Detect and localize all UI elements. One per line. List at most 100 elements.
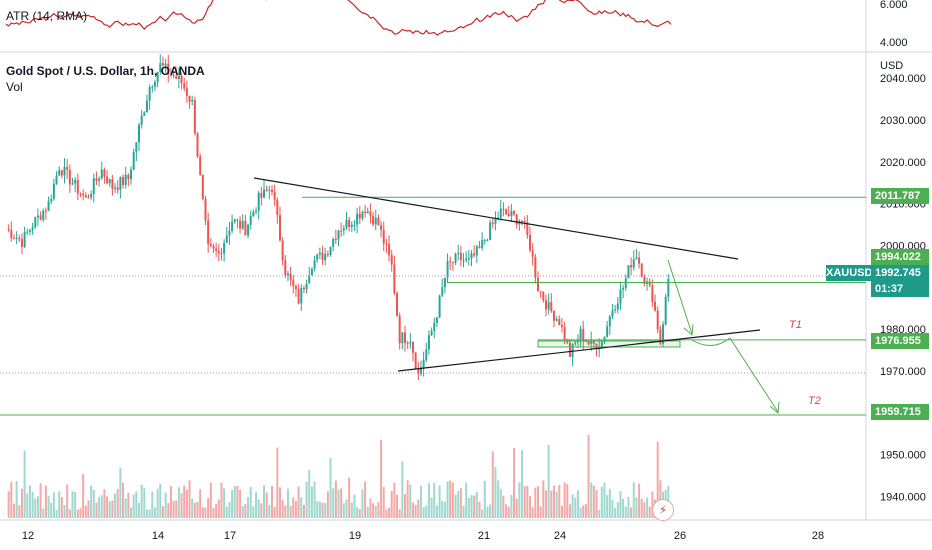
candle-body (199, 156, 202, 175)
symbol-legend[interactable]: Gold Spot / U.S. Dollar, 1h, OANDA (6, 64, 205, 78)
candle-body (92, 178, 95, 195)
volume-bar (151, 491, 154, 518)
candle-body (571, 343, 574, 357)
volume-bar (499, 488, 502, 518)
candle-body (217, 250, 220, 254)
volume-bar (486, 506, 489, 518)
volume-bar (419, 485, 422, 518)
volume-bar (185, 489, 188, 518)
atr-legend[interactable]: ATR (14, RMA) (6, 9, 88, 23)
volume-bar (404, 493, 406, 518)
volume-bar (457, 491, 460, 518)
volume-bar (595, 490, 598, 518)
volume-bar (502, 495, 505, 518)
volume-bar (640, 498, 643, 518)
candle-body (640, 263, 643, 277)
volume-bar (257, 499, 260, 518)
candle-body (42, 210, 45, 220)
volume-bar (268, 504, 271, 518)
volume-bar (148, 509, 151, 518)
volume-bar (425, 505, 428, 518)
candle-body (177, 75, 180, 79)
candle-body (364, 211, 367, 214)
candle-body (505, 209, 508, 215)
time-axis[interactable]: 12 14 17 19 21 24 26 28 (22, 530, 824, 542)
candle-body (169, 74, 172, 76)
volume-bar (111, 500, 114, 518)
candle-body (185, 88, 188, 96)
candle-body (470, 253, 473, 259)
candle-body (255, 210, 258, 212)
volume-bar (249, 487, 252, 518)
candle-body (212, 245, 215, 249)
candle-body (475, 246, 478, 256)
time-tick-label: 24 (554, 530, 566, 542)
volume-bar (68, 509, 71, 518)
volume-bar (603, 482, 606, 518)
candle-body (624, 278, 627, 288)
volume-bar (239, 489, 242, 518)
candle-body (366, 211, 369, 214)
candle-body (273, 191, 276, 200)
volume-bar (321, 502, 324, 518)
symbol-tag: XAUUSD (826, 265, 873, 281)
volume-bar (608, 488, 611, 518)
candle-body (257, 192, 260, 211)
volume-bar (587, 434, 590, 518)
candle-body (430, 330, 433, 336)
volume-bar (350, 502, 353, 518)
candle-body (28, 229, 31, 232)
candle-body (425, 349, 428, 361)
candle-body (268, 189, 271, 191)
volume-bar (364, 481, 367, 518)
resistance-mid-tag: 1994.022 (871, 249, 929, 265)
volume-bar (34, 498, 37, 518)
candle-body (321, 252, 324, 261)
volume-bar (481, 509, 484, 518)
candle-body (247, 224, 250, 236)
candle-body (233, 219, 236, 222)
volume-bar (316, 501, 319, 518)
candle-body (252, 211, 255, 216)
candle-body (494, 218, 497, 224)
volume-bar (87, 500, 90, 518)
candle-body (547, 302, 550, 310)
candle-body (66, 166, 69, 170)
vol-legend[interactable]: Vol (6, 80, 23, 94)
candle-body (419, 367, 422, 374)
lightning-icon[interactable]: ⚡ (652, 499, 674, 521)
price-tick-label: 2030.000 (880, 115, 926, 127)
lower-trendline (397, 329, 761, 372)
candle-body (385, 243, 388, 245)
candle-body (68, 169, 71, 185)
volume-bar (326, 491, 329, 518)
currency-label[interactable]: USD (880, 60, 904, 72)
volume-bar (348, 477, 351, 518)
volume-bar (281, 499, 284, 518)
volume-bar (220, 482, 223, 518)
volume-bar (164, 492, 167, 518)
arrow-head-1 (683, 323, 694, 337)
volume-bar (90, 485, 93, 518)
drawings[interactable] (0, 177, 866, 416)
volume-bar (406, 480, 409, 518)
candle-body (616, 303, 619, 310)
candle-body (145, 100, 148, 113)
volume-bar (382, 486, 385, 518)
candle-body (542, 292, 545, 301)
volume-bar (558, 485, 561, 518)
candle-body (132, 152, 135, 170)
candle-body (143, 112, 146, 116)
candle-body (507, 214, 510, 216)
candle-body (390, 255, 393, 265)
volume-bar (521, 450, 524, 518)
candle-body (71, 183, 74, 185)
volume-bar (228, 502, 231, 518)
volume-bar (494, 466, 497, 518)
volume-bar (177, 487, 180, 518)
candle-body (478, 246, 481, 248)
volume-bar (446, 481, 449, 518)
candle-body (23, 232, 26, 247)
volume-bar (183, 485, 186, 518)
